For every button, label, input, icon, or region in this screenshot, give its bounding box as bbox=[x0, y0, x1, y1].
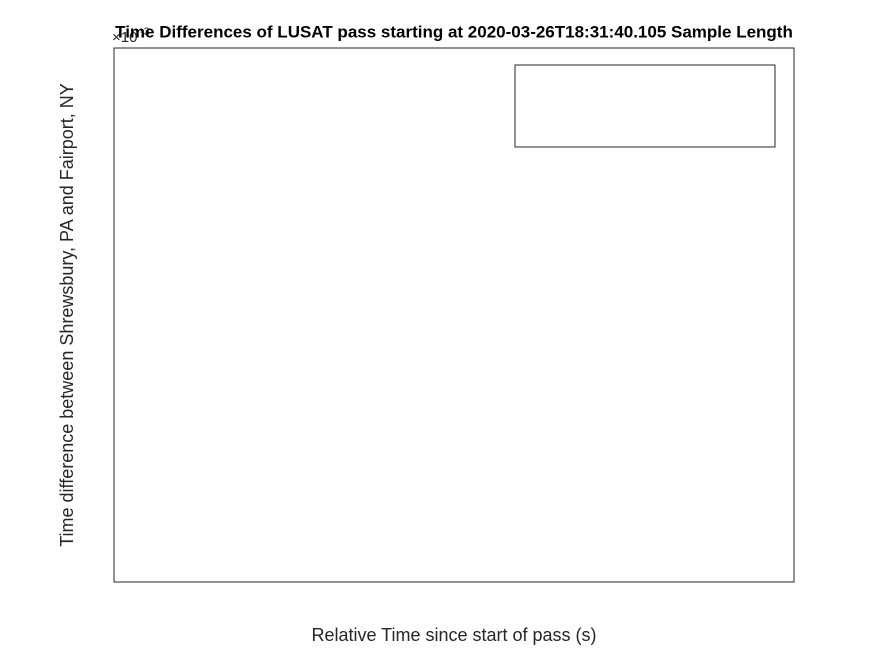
y-axis-label: Time difference between Shrewsbury, PA a… bbox=[57, 83, 77, 547]
legend bbox=[514, 64, 776, 148]
chart-title: Time Differences of LUSAT pass starting … bbox=[115, 22, 793, 41]
y-multiplier-exponent: -3 bbox=[140, 26, 150, 38]
axes-box bbox=[113, 47, 795, 583]
legend-box bbox=[514, 64, 776, 148]
x-axis-label: Relative Time since start of pass (s) bbox=[311, 625, 596, 645]
y-multiplier: ×10 bbox=[112, 29, 137, 46]
